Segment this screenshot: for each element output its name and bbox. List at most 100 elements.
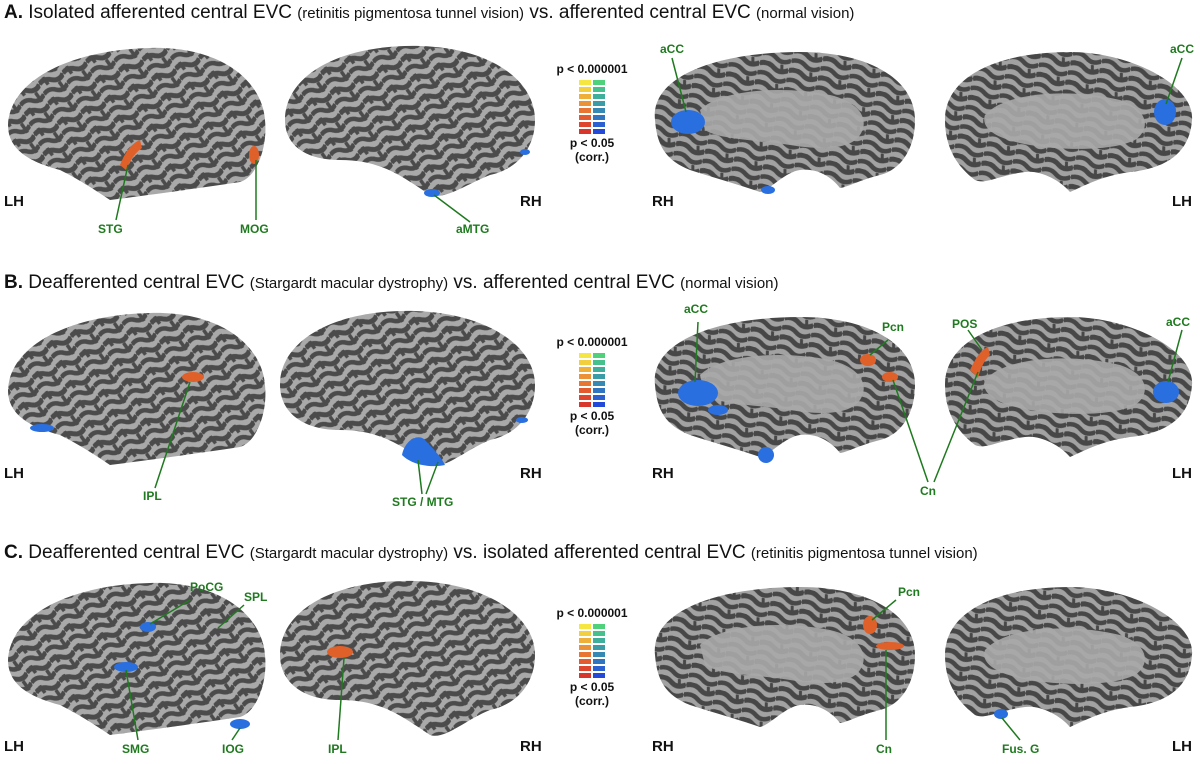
panel-c-title: C. Deafferented central EVC (Stargardt m… (4, 542, 978, 564)
legend-swatch (593, 367, 605, 372)
legend-colorbar (552, 353, 632, 407)
legend-swatch (579, 115, 591, 120)
hemisphere-label: RH (652, 738, 674, 755)
region-label: aCC (684, 302, 709, 316)
region-label: IPL (328, 742, 347, 756)
hemisphere-label: RH (652, 193, 674, 210)
panel-c-title-main-2: vs. isolated afferented central EVC (453, 542, 746, 563)
region-label: POS (952, 317, 978, 331)
brain-lh-medial-c (945, 587, 1193, 727)
legend-swatch (593, 108, 605, 113)
hemisphere-label: LH (1172, 193, 1192, 210)
legend-swatch (579, 87, 591, 92)
region-label: Fus. G (1002, 742, 1040, 756)
panel-a-title-small-2: (normal vision) (756, 5, 855, 22)
legend-swatch (593, 659, 605, 664)
legend-swatch (579, 631, 591, 636)
legend-bottom-label: p < 0.05 (569, 409, 615, 423)
brain-lh-lateral-a (8, 47, 266, 200)
legend-cool-scale (593, 80, 605, 134)
legend-swatch (579, 388, 591, 393)
legend-swatch (593, 94, 605, 99)
hemisphere-label: LH (4, 738, 24, 755)
region-label: STG / MTG (392, 495, 454, 509)
brain-rh-medial-c (654, 587, 915, 727)
legend-swatch (593, 666, 605, 671)
hemisphere-label: RH (652, 465, 674, 482)
legend-swatch (593, 652, 605, 657)
hemisphere-label: LH (1172, 465, 1192, 482)
panel-a-title-main-2: vs. afferented central EVC (529, 2, 751, 23)
brain-lh-medial-a (945, 52, 1193, 192)
hemisphere-label: RH (520, 193, 542, 210)
hemisphere-label: LH (1172, 738, 1192, 755)
legend-swatch (579, 381, 591, 386)
legend-swatch (579, 638, 591, 643)
panel-b-title-small-1: (Stargardt macular dystrophy) (249, 275, 449, 292)
region-label: IPL (143, 489, 162, 503)
legend-cool-scale (593, 624, 605, 678)
legend-warm-scale (579, 80, 591, 134)
legend-swatch (579, 122, 591, 127)
legend-swatch (579, 673, 591, 678)
legend-colorbar (552, 80, 632, 134)
legend-swatch (579, 129, 591, 134)
brain-lh-lateral-b (8, 312, 266, 465)
legend-swatch (593, 388, 605, 393)
brain-rh-lateral-a (285, 45, 535, 196)
legend-cool-scale (593, 353, 605, 407)
region-label: STG (98, 222, 123, 236)
legend-swatch (593, 673, 605, 678)
legend-swatch (593, 374, 605, 379)
legend-top-label: p < 0.000001 (556, 606, 628, 620)
legend-bottom-label: p < 0.05 (569, 136, 615, 150)
region-label: SMG (122, 742, 150, 756)
legend-swatch (593, 353, 605, 358)
hemisphere-label: LH (4, 465, 24, 482)
legend-warm-scale (579, 624, 591, 678)
legend-swatch (579, 645, 591, 650)
panel-a-title-main-1: Isolated afferented central EVC (28, 2, 292, 23)
region-label: SPL (244, 590, 268, 604)
legend-bottom-sub: (corr.) (574, 150, 609, 164)
legend-swatch (579, 108, 591, 113)
legend-warm-scale (579, 353, 591, 407)
legend-swatch (579, 374, 591, 379)
legend-top-label: p < 0.000001 (556, 335, 628, 349)
legend-swatch (579, 101, 591, 106)
hemisphere-label: RH (520, 738, 542, 755)
legend-swatch (579, 395, 591, 400)
legend-swatch (579, 80, 591, 85)
panel-a-letter: A. (4, 2, 23, 23)
legend-swatch (593, 395, 605, 400)
legend-swatch (593, 638, 605, 643)
legend-swatch (593, 129, 605, 134)
region-label: Cn (920, 484, 936, 498)
region-label: MOG (240, 222, 269, 236)
legend-colorbar (552, 624, 632, 678)
legend-swatch (579, 94, 591, 99)
legend-swatch (579, 652, 591, 657)
legend-swatch (579, 659, 591, 664)
legend-bottom-sub: (corr.) (574, 423, 609, 437)
region-label: aMTG (456, 222, 490, 236)
legend-swatch (593, 402, 605, 407)
legend-swatch (579, 402, 591, 407)
legend-bottom-sub: (corr.) (574, 694, 609, 708)
legend-swatch (593, 624, 605, 629)
legend-swatch (593, 101, 605, 106)
region-label: Cn (876, 742, 892, 756)
legend-swatch (593, 115, 605, 120)
panel-b-title-main-1: Deafferented central EVC (28, 272, 245, 293)
panel-b-title: B. Deafferented central EVC (Stargardt m… (4, 272, 779, 294)
panel-b-title-small-2: (normal vision) (680, 275, 779, 292)
panel-c-title-main-1: Deafferented central EVC (28, 542, 245, 563)
brain-rh-lateral-c (280, 580, 535, 736)
p-value-legend-b: p < 0.000001 p < 0.05 (corr.) (552, 335, 632, 465)
hemisphere-label: RH (520, 465, 542, 482)
legend-swatch (593, 645, 605, 650)
legend-swatch (593, 80, 605, 85)
legend-swatch (593, 360, 605, 365)
panel-b-letter: B. (4, 272, 23, 293)
legend-swatch (593, 381, 605, 386)
